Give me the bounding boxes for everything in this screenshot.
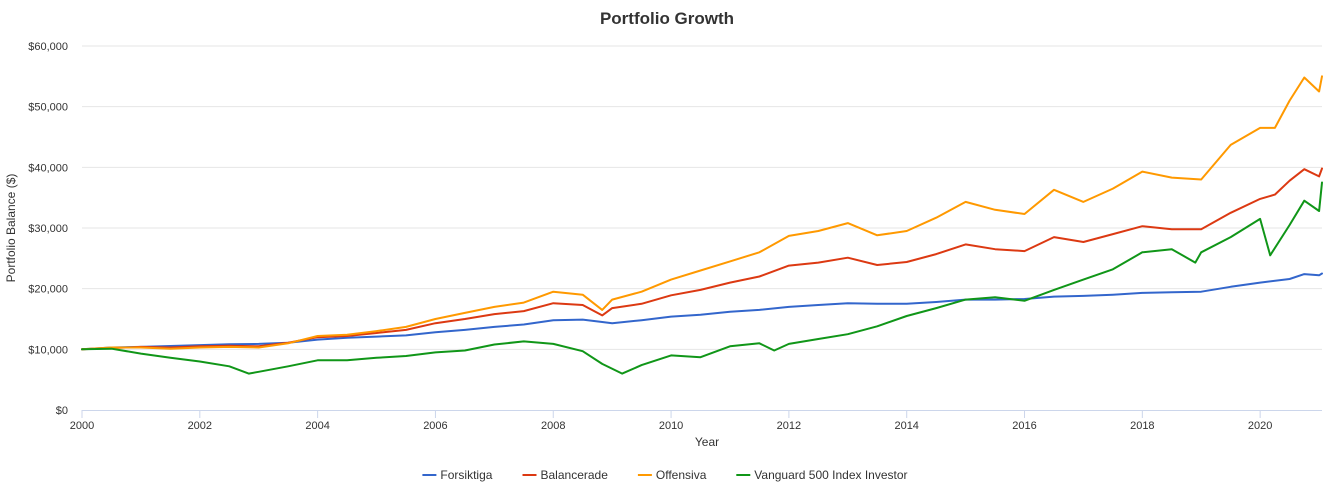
x-tick-label: 2002	[188, 420, 212, 432]
legend-item[interactable]: Balancerade	[522, 468, 609, 482]
legend-item[interactable]: Offensiva	[637, 468, 707, 482]
y-tick-label: $50,000	[28, 102, 68, 114]
series-line-vanguard-500-index-investor[interactable]	[81, 181, 1323, 375]
series-lines	[81, 75, 1323, 375]
legend-label: Balancerade	[541, 468, 609, 482]
x-axis-tick-labels: 2000 2002 2004 2006 2008 2010 2012 2014 2016 2018…	[70, 410, 1272, 432]
x-tick-label: 2006	[423, 420, 447, 432]
series-line-forsiktiga[interactable]	[81, 272, 1323, 351]
chart-title: Portfolio Growth	[600, 9, 734, 28]
legend-label: Vanguard 500 Index Investor	[754, 468, 907, 482]
series-line-offensiva[interactable]	[81, 75, 1323, 351]
x-tick-label: 2014	[894, 420, 918, 432]
y-tick-label: $20,000	[28, 284, 68, 296]
y-tick-label: $10,000	[28, 344, 68, 356]
y-tick-label: $60,000	[28, 41, 68, 53]
x-axis-label: Year	[695, 435, 719, 449]
x-tick-label: 2000	[70, 420, 94, 432]
x-tick-label: 2016	[1012, 420, 1036, 432]
y-tick-label: $40,000	[28, 162, 68, 174]
y-axis-tick-labels: $0 $10,000 $20,000 $30,000 $40,000 $50,000 $60…	[28, 41, 68, 417]
series-line-balancerade[interactable]	[81, 167, 1323, 351]
y-tick-label: $30,000	[28, 223, 68, 235]
x-tick-label: 2008	[541, 420, 565, 432]
x-tick-label: 2018	[1130, 420, 1154, 432]
legend-label: Offensiva	[656, 468, 707, 482]
x-tick-label: 2020	[1248, 420, 1272, 432]
gridlines	[82, 45, 1322, 350]
legend-item[interactable]: Vanguard 500 Index Investor	[736, 468, 908, 482]
x-tick-label: 2010	[659, 420, 683, 432]
legend-label: Forsiktiga	[440, 468, 492, 482]
x-tick-label: 2012	[777, 420, 801, 432]
legend-item[interactable]: Forsiktiga	[422, 468, 493, 482]
y-axis-label: Portfolio Balance ($)	[4, 174, 18, 283]
y-tick-label: $0	[56, 405, 68, 417]
x-tick-label: 2004	[305, 420, 329, 432]
legend[interactable]: Forsiktiga Balancerade Offensiva Vanguard 5…	[422, 468, 908, 482]
